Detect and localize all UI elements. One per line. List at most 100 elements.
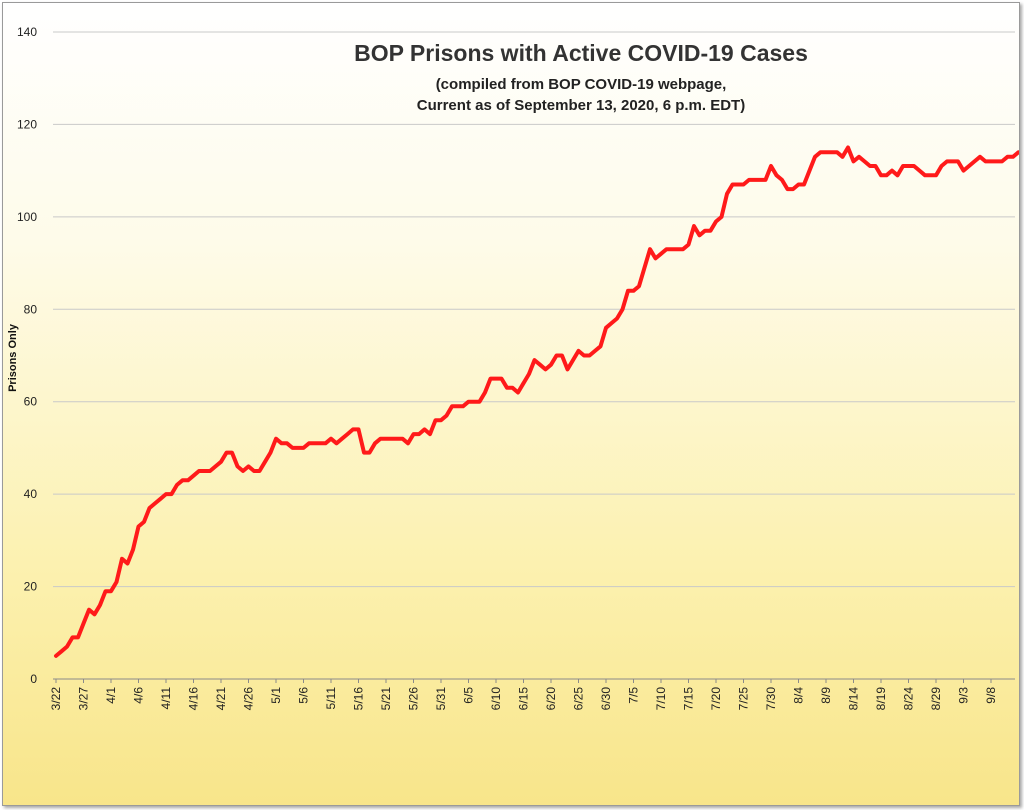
data-point [341,437,343,440]
data-point [126,562,129,565]
y-tick-label: 60 [24,395,38,409]
data-point [236,465,239,468]
data-point [819,151,822,153]
data-point [814,156,816,158]
data-point [698,234,701,237]
data-point [852,160,855,163]
data-point [825,151,827,153]
data-point [77,636,79,639]
data-point [583,354,585,357]
data-point [885,174,888,177]
data-point [478,400,481,403]
data-point [731,183,734,186]
x-tick-label: 8/4 [792,687,806,704]
x-tick-label: 4/26 [242,687,256,711]
data-point [786,188,789,190]
data-point [434,419,437,422]
data-point [473,400,475,403]
data-point [462,405,464,408]
data-point [511,387,514,389]
y-tick-label: 40 [24,487,38,501]
x-tick-label: 5/26 [407,687,421,711]
series-layer [54,145,1019,658]
data-point [913,165,915,167]
x-tick-label: 5/31 [434,687,448,711]
x-tick-label: 8/9 [819,687,833,704]
y-axis-ticks: 0 20 40 60 80 100 120 140 [17,25,37,686]
data-point [1012,156,1014,158]
data-point [258,470,261,472]
chart-title: BOP Prisons with Active COVID-19 Cases [354,40,808,66]
data-point [489,377,492,380]
data-point [566,368,569,371]
x-tick-label: 3/27 [77,687,91,711]
data-point [874,165,877,167]
data-point [841,156,844,158]
x-tick-label: 6/25 [572,687,586,711]
data-point [159,498,162,500]
data-point [60,650,63,653]
data-point [121,558,123,560]
data-point [649,248,651,250]
data-point [968,165,970,167]
data-point [797,183,800,186]
x-tick-label: 9/8 [984,687,998,704]
data-point [99,604,101,606]
data-point [693,225,695,227]
data-point [632,290,635,292]
data-point [671,248,673,250]
x-tick-label: 7/15 [682,687,696,711]
chart-subtitle-line-2: Current as of September 13, 2020, 6 p.m.… [417,97,745,114]
x-tick-label: 6/20 [544,687,558,711]
data-point [676,248,679,250]
x-tick-label: 7/25 [737,687,751,711]
data-point [599,345,602,348]
x-tick-label: 6/15 [517,687,531,711]
data-point [764,179,767,181]
data-point [775,174,778,177]
data-point [704,229,706,232]
data-point [869,165,871,167]
data-point [220,461,222,463]
data-point [104,590,107,592]
data-point [896,174,899,177]
data-point [682,248,684,250]
chart-subtitle-line-1: (compiled from BOP COVID-19 webpage, [436,76,727,93]
data-point [286,442,288,445]
data-point [390,437,393,440]
data-point [143,521,145,523]
data-point [308,442,310,445]
data-point [82,622,85,625]
x-tick-label: 6/5 [462,687,476,704]
data-point [858,156,860,158]
data-point [539,363,541,366]
data-point [170,493,173,495]
data-point [137,525,140,528]
x-tick-label: 4/6 [132,687,146,704]
data-point [555,354,558,357]
data-point [742,183,745,186]
data-point [880,174,882,177]
x-tick-label: 7/30 [764,687,778,711]
data-point [302,447,305,449]
data-point [726,193,728,195]
x-tick-label: 7/20 [709,687,723,711]
x-tick-label: 4/11 [159,687,173,710]
data-point [665,248,668,250]
data-point [951,160,954,163]
data-point [363,451,365,454]
data-point [154,502,156,505]
data-point [962,169,965,172]
data-point [423,428,426,431]
x-tick-label: 5/16 [352,687,366,711]
x-tick-label: 4/21 [214,687,228,711]
x-tick-label: 5/11 [324,687,338,710]
x-tick-label: 6/30 [599,687,613,711]
data-point [440,419,442,422]
data-point [924,174,926,177]
data-point [209,470,211,472]
data-point [467,400,470,403]
data-point [902,165,904,167]
data-point [71,636,74,639]
data-point [995,160,998,163]
